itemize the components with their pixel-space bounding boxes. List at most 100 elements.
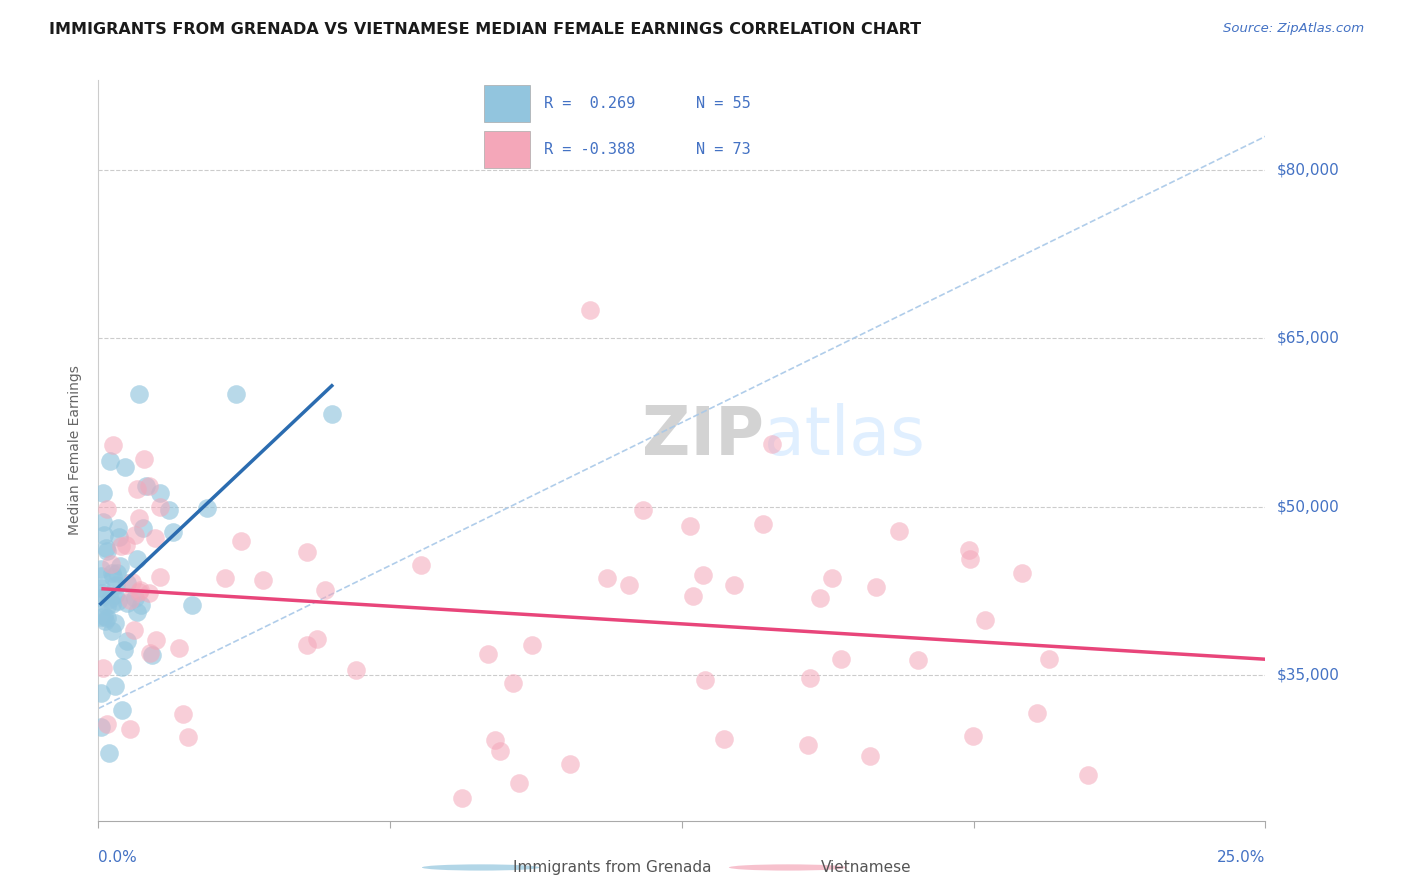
Point: [90, 582, 112, 596]
Point: [100, 558, 122, 572]
Text: IMMIGRANTS FROM GRENADA VS VIETNAMESE MEDIAN FEMALE EARNINGS CORRELATION CHART: IMMIGRANTS FROM GRENADA VS VIETNAMESE ME…: [49, 22, 921, 37]
Point: [907, 653, 929, 667]
Point: [132, 521, 155, 535]
Point: [682, 589, 704, 603]
Point: [96, 599, 118, 613]
Point: [145, 632, 167, 647]
Point: [172, 707, 194, 722]
Point: [135, 479, 157, 493]
Point: [679, 519, 702, 533]
Point: [91, 661, 114, 675]
Point: [129, 583, 152, 598]
Point: [1077, 768, 1099, 782]
Point: [111, 703, 134, 717]
Point: [149, 570, 172, 584]
Point: [751, 516, 773, 531]
Point: [90, 562, 112, 576]
Point: [112, 643, 135, 657]
Point: [489, 744, 512, 758]
Point: [252, 573, 274, 587]
Point: [90, 609, 112, 624]
Point: [120, 592, 142, 607]
Point: [761, 436, 783, 450]
Point: [225, 387, 247, 401]
Point: [91, 486, 114, 500]
Point: [107, 521, 129, 535]
Point: [103, 679, 125, 693]
Point: [176, 730, 198, 744]
Point: [124, 527, 146, 541]
Point: [117, 576, 139, 591]
Bar: [484, 131, 530, 168]
Point: [120, 722, 142, 736]
Point: [104, 588, 127, 602]
Text: Vietnamese: Vietnamese: [821, 860, 911, 875]
Text: R = -0.388: R = -0.388: [544, 142, 636, 157]
Point: [138, 479, 160, 493]
Point: [96, 502, 118, 516]
Point: [619, 578, 641, 592]
Text: ZIP: ZIP: [641, 402, 763, 468]
Text: Source: ZipAtlas.com: Source: ZipAtlas.com: [1223, 22, 1364, 36]
Point: [962, 729, 984, 743]
Text: $50,000: $50,000: [1277, 499, 1340, 514]
Bar: [484, 85, 530, 122]
Point: [115, 596, 138, 610]
Text: Immigrants from Grenada: Immigrants from Grenada: [513, 860, 711, 875]
Point: [157, 503, 180, 517]
Point: [90, 686, 112, 700]
Point: [162, 524, 184, 539]
Point: [110, 559, 132, 574]
Point: [125, 552, 148, 566]
Text: $80,000: $80,000: [1277, 162, 1340, 178]
Point: [90, 720, 112, 734]
Point: [195, 501, 218, 516]
Point: [959, 552, 981, 566]
Point: [134, 451, 156, 466]
Point: [821, 571, 844, 585]
Point: [808, 591, 831, 605]
Point: [799, 671, 821, 685]
Point: [101, 566, 124, 580]
Point: [101, 437, 124, 451]
Circle shape: [728, 864, 846, 871]
Point: [96, 716, 118, 731]
Point: [314, 583, 336, 598]
Text: $35,000: $35,000: [1277, 667, 1340, 682]
Point: [98, 747, 121, 761]
Point: [723, 578, 745, 592]
Point: [295, 638, 318, 652]
Point: [100, 592, 122, 607]
Point: [124, 591, 146, 606]
Point: [295, 545, 318, 559]
Point: [105, 566, 128, 581]
Point: [693, 673, 716, 687]
Point: [520, 638, 543, 652]
Point: [90, 568, 112, 582]
Point: [484, 733, 506, 747]
Point: [796, 738, 818, 752]
Point: [974, 613, 997, 627]
Point: [1038, 652, 1060, 666]
Point: [93, 609, 115, 624]
Point: [502, 676, 524, 690]
Point: [143, 531, 166, 545]
Point: [111, 660, 134, 674]
Point: [477, 648, 499, 662]
Point: [128, 585, 150, 599]
Point: [110, 539, 132, 553]
Point: [149, 486, 172, 500]
Point: [1011, 566, 1033, 580]
Point: [107, 593, 129, 607]
Point: [865, 580, 887, 594]
Point: [560, 757, 582, 772]
Point: [344, 663, 367, 677]
Point: [104, 615, 127, 630]
Point: [830, 652, 852, 666]
Point: [96, 611, 118, 625]
Point: [321, 407, 343, 421]
Point: [128, 387, 150, 401]
Point: [148, 500, 170, 514]
Y-axis label: Median Female Earnings: Median Female Earnings: [69, 366, 83, 535]
Point: [169, 640, 191, 655]
